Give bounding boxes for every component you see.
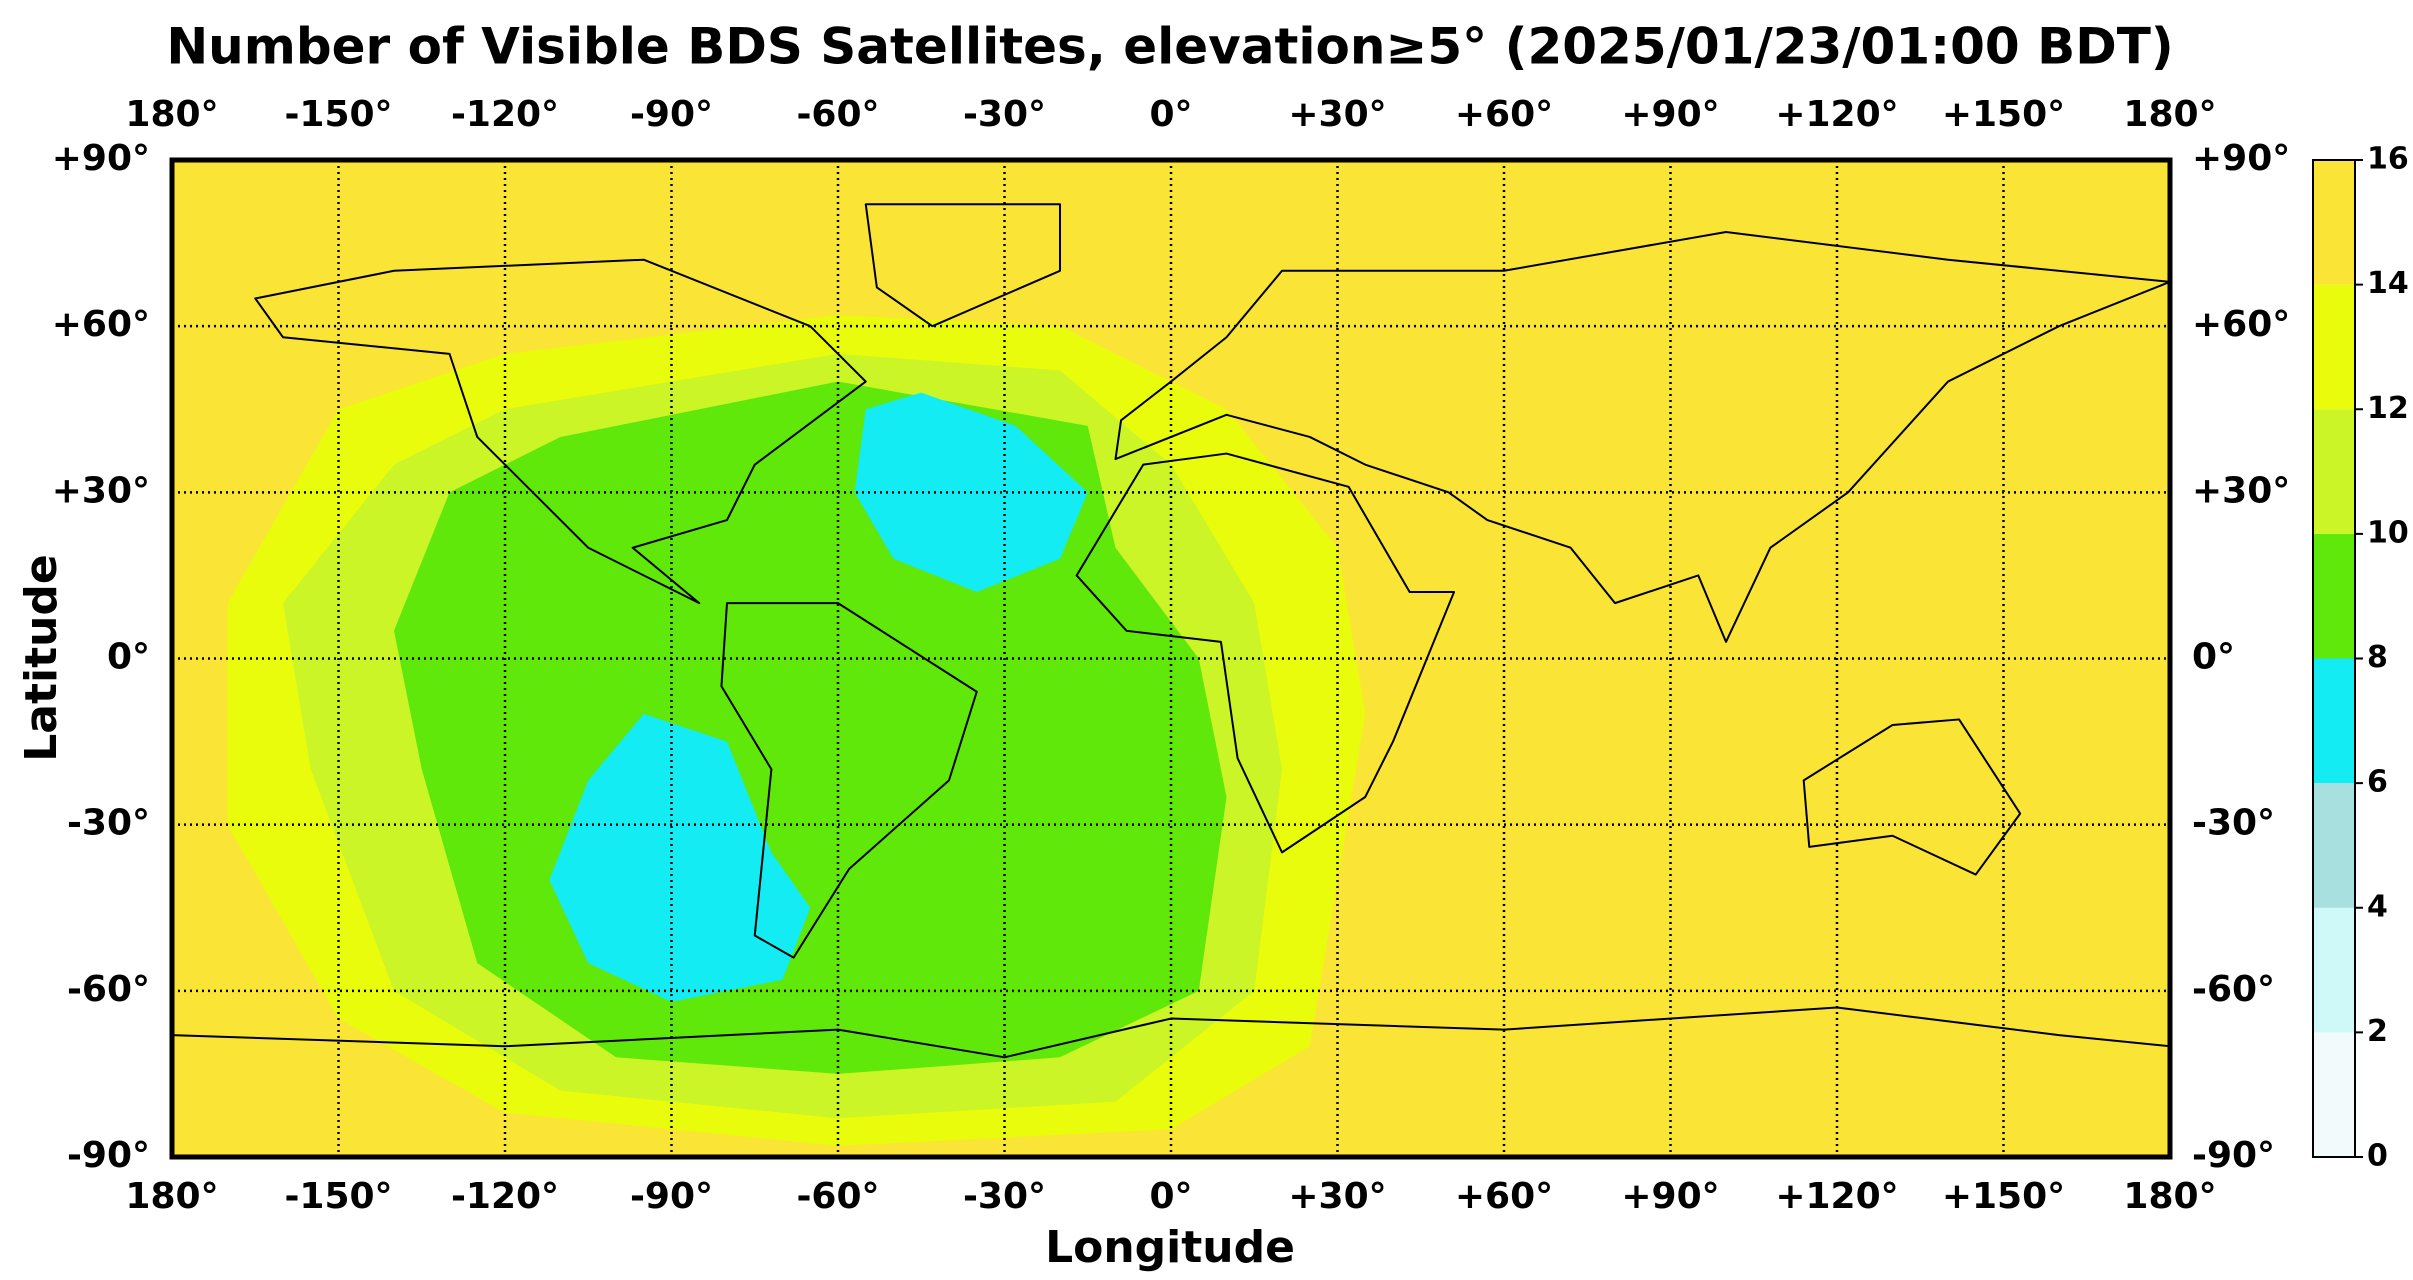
colorbar-tick-label: 0 — [2367, 1139, 2388, 1174]
y-tick-label: -60° — [2192, 969, 2275, 1010]
coastline — [866, 204, 1060, 326]
y-tick-label: +60° — [2192, 304, 2290, 345]
colorbar-band — [2313, 907, 2355, 1033]
y-tick-label: -30° — [67, 803, 150, 844]
coastline — [721, 603, 976, 957]
x-tick-label: +150° — [1942, 94, 2065, 135]
colorbar-band — [2313, 533, 2355, 659]
x-tick-label: +120° — [1775, 94, 1898, 135]
y-tick-label: +30° — [2192, 470, 2290, 511]
y-tick-label: +90° — [52, 138, 150, 179]
colorbar: 0 2 4 6 8 10 12 14 16 — [2312, 142, 2409, 1174]
coastline — [1804, 719, 2020, 874]
x-tick-label: -60° — [796, 1176, 879, 1217]
x-tick-label: 180° — [125, 94, 218, 135]
colorbar-tick-label: 10 — [2367, 515, 2409, 550]
y-tick-label: -60° — [67, 969, 150, 1010]
x-tick-label: 180° — [2123, 94, 2216, 135]
colorbar-band — [2313, 1032, 2355, 1157]
x-tick-label: -90° — [630, 94, 713, 135]
x-tick-label: 0° — [1149, 94, 1192, 135]
x-tick-label: +60° — [1455, 94, 1553, 135]
colorbar-band — [2313, 658, 2355, 784]
colorbar-tick-label: 2 — [2367, 1014, 2388, 1049]
y-tick-label: +90° — [2192, 138, 2290, 179]
y-tick-label: +30° — [52, 470, 150, 511]
colorbar-band — [2313, 409, 2355, 534]
colorbar-tick-label: 14 — [2367, 266, 2409, 301]
y-tick-label: +60° — [52, 304, 150, 345]
x-tick-label: 0° — [1149, 1176, 1192, 1217]
y-tick-label: 0° — [107, 637, 150, 678]
x-tick-label: -30° — [963, 94, 1046, 135]
y-tick-label: -30° — [2192, 803, 2275, 844]
x-tick-label: +150° — [1942, 1176, 2065, 1217]
y-tick-label: -90° — [2192, 1135, 2275, 1176]
y-tick-label: -90° — [67, 1135, 150, 1176]
x-tick-label: +90° — [1621, 1176, 1719, 1217]
x-tick-label: +60° — [1455, 1176, 1553, 1217]
coastline — [255, 260, 866, 603]
x-tick-label: +30° — [1288, 94, 1386, 135]
colorbar-tick-label: 4 — [2367, 889, 2388, 924]
x-tick-label: +30° — [1288, 1176, 1386, 1217]
x-tick-label: +120° — [1775, 1176, 1898, 1217]
x-tick-label: -30° — [963, 1176, 1046, 1217]
coastline — [1077, 454, 1454, 853]
colorbar-tick-label: 6 — [2367, 765, 2388, 800]
colorbar-band — [2313, 160, 2355, 285]
x-tick-label: 180° — [2123, 1176, 2216, 1217]
colorbar-tick-label: 8 — [2367, 640, 2388, 675]
x-axis-label: Longitude — [1045, 1222, 1295, 1273]
coverage-region — [549, 713, 811, 1002]
x-tick-label: +90° — [1621, 94, 1719, 135]
colorbar-tick-label: 16 — [2367, 142, 2409, 177]
x-tick-label: -60° — [796, 94, 879, 135]
colorbar-tick-label: 12 — [2367, 391, 2409, 426]
x-tick-label: -120° — [451, 94, 559, 135]
colorbar-band — [2313, 783, 2355, 908]
x-tick-label: -150° — [284, 94, 392, 135]
x-tick-label: 180° — [125, 1176, 218, 1217]
plot-frame — [169, 157, 2173, 1160]
x-tick-label: -120° — [451, 1176, 559, 1217]
chart-title: Number of Visible BDS Satellites, elevat… — [166, 18, 2173, 76]
colorbar-band — [2313, 284, 2355, 410]
x-tick-label: -90° — [630, 1176, 713, 1217]
x-tick-label: -150° — [284, 1176, 392, 1217]
coastline — [1116, 232, 2171, 642]
y-axis-label: Latitude — [16, 554, 67, 762]
y-tick-label: 0° — [2192, 637, 2235, 678]
